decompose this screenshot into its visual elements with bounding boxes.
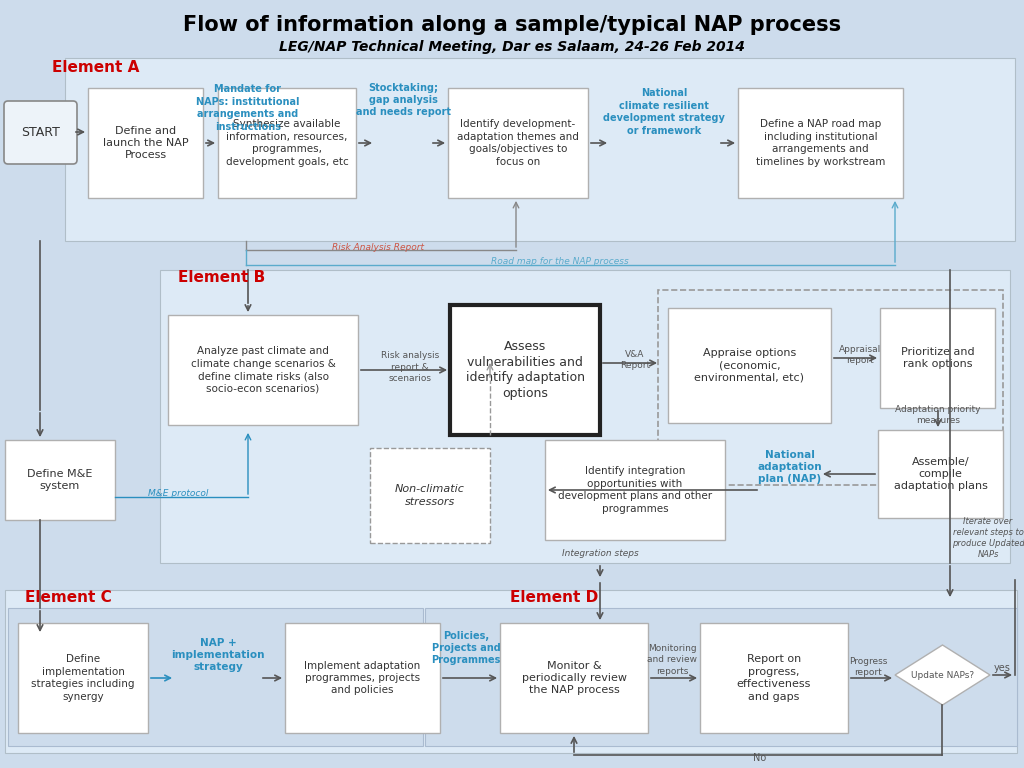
Text: Risk analysis
report &
scenarios: Risk analysis report & scenarios bbox=[381, 352, 439, 382]
FancyBboxPatch shape bbox=[738, 88, 903, 198]
Text: Monitor &
periodically review
the NAP process: Monitor & periodically review the NAP pr… bbox=[521, 660, 627, 695]
Text: Integration steps: Integration steps bbox=[561, 548, 638, 558]
FancyBboxPatch shape bbox=[5, 590, 1017, 753]
Text: Appraise options
(economic,
environmental, etc): Appraise options (economic, environmenta… bbox=[694, 348, 805, 383]
Text: Prioritize and
rank options: Prioritize and rank options bbox=[901, 347, 974, 369]
FancyBboxPatch shape bbox=[65, 58, 1015, 241]
FancyBboxPatch shape bbox=[4, 101, 77, 164]
Text: Analyze past climate and
climate change scenarios &
define climate risks (also
s: Analyze past climate and climate change … bbox=[190, 346, 336, 394]
Text: Define M&E
system: Define M&E system bbox=[28, 468, 93, 492]
Text: Element C: Element C bbox=[25, 591, 112, 605]
Text: Adaptation priority
measures: Adaptation priority measures bbox=[895, 405, 981, 425]
Text: No: No bbox=[754, 753, 767, 763]
Text: Assemble/
compile
adaptation plans: Assemble/ compile adaptation plans bbox=[894, 457, 987, 492]
Text: Monitoring
and review
reports: Monitoring and review reports bbox=[647, 644, 697, 676]
Polygon shape bbox=[895, 645, 990, 705]
Text: Element B: Element B bbox=[178, 270, 265, 286]
Text: V&A
Report: V&A Report bbox=[620, 350, 650, 370]
Text: National
climate resilient
development strategy
or framework: National climate resilient development s… bbox=[603, 88, 725, 136]
Text: M&E protocol: M&E protocol bbox=[147, 488, 208, 498]
Text: National
adaptation
plan (NAP): National adaptation plan (NAP) bbox=[758, 449, 822, 485]
FancyBboxPatch shape bbox=[545, 440, 725, 540]
FancyBboxPatch shape bbox=[168, 315, 358, 425]
FancyBboxPatch shape bbox=[218, 88, 356, 198]
FancyBboxPatch shape bbox=[878, 430, 1002, 518]
Text: Identify integration
opportunities with
development plans and other
programmes: Identify integration opportunities with … bbox=[558, 466, 712, 514]
Text: Risk Analysis Report: Risk Analysis Report bbox=[332, 243, 424, 251]
Text: Element D: Element D bbox=[510, 591, 598, 605]
Text: Define
implementation
strategies including
synergy: Define implementation strategies includi… bbox=[32, 654, 135, 702]
Text: Road map for the NAP process: Road map for the NAP process bbox=[492, 257, 629, 266]
FancyBboxPatch shape bbox=[668, 308, 831, 423]
FancyBboxPatch shape bbox=[449, 88, 588, 198]
Text: Mandate for
NAPs: institutional
arrangements and
instructions: Mandate for NAPs: institutional arrangem… bbox=[197, 84, 300, 131]
Text: START: START bbox=[22, 126, 60, 139]
FancyBboxPatch shape bbox=[285, 623, 440, 733]
Text: LEG/NAP Technical Meeting, Dar es Salaam, 24-26 Feb 2014: LEG/NAP Technical Meeting, Dar es Salaam… bbox=[280, 40, 744, 54]
Text: Appraisal
report: Appraisal report bbox=[839, 345, 881, 365]
Text: Identify development-
adaptation themes and
goals/objectives to
focus on: Identify development- adaptation themes … bbox=[457, 119, 579, 167]
FancyBboxPatch shape bbox=[500, 623, 648, 733]
FancyBboxPatch shape bbox=[880, 308, 995, 408]
Text: Policies,
Projects and
Programmes: Policies, Projects and Programmes bbox=[431, 631, 501, 665]
Text: Implement adaptation
programmes, projects
and policies: Implement adaptation programmes, project… bbox=[304, 660, 421, 695]
Text: NAP +
implementation
strategy: NAP + implementation strategy bbox=[171, 637, 265, 673]
Text: Define and
launch the NAP
Process: Define and launch the NAP Process bbox=[102, 126, 188, 161]
FancyBboxPatch shape bbox=[450, 305, 600, 435]
FancyBboxPatch shape bbox=[425, 608, 1017, 746]
FancyBboxPatch shape bbox=[160, 270, 1010, 563]
Text: Iterate over
relevant steps to
produce Updated
NAPs: Iterate over relevant steps to produce U… bbox=[951, 517, 1024, 559]
FancyBboxPatch shape bbox=[8, 608, 423, 746]
Text: Progress
report: Progress report bbox=[849, 657, 887, 677]
FancyBboxPatch shape bbox=[18, 623, 148, 733]
Text: Update NAPs?: Update NAPs? bbox=[911, 670, 974, 680]
FancyBboxPatch shape bbox=[370, 448, 490, 543]
Text: Synthesize available
information, resources,
programmes,
development goals, etc: Synthesize available information, resour… bbox=[225, 119, 348, 167]
Text: Non-climatic
stressors: Non-climatic stressors bbox=[395, 485, 465, 507]
Text: Element A: Element A bbox=[52, 59, 139, 74]
FancyBboxPatch shape bbox=[700, 623, 848, 733]
Text: Report on
progress,
effectiveness
and gaps: Report on progress, effectiveness and ga… bbox=[737, 654, 811, 702]
Text: Flow of information along a sample/typical NAP process: Flow of information along a sample/typic… bbox=[183, 15, 841, 35]
FancyBboxPatch shape bbox=[88, 88, 203, 198]
FancyBboxPatch shape bbox=[5, 440, 115, 520]
Text: Stocktaking;
gap analysis
and needs report: Stocktaking; gap analysis and needs repo… bbox=[355, 83, 451, 118]
Text: yes: yes bbox=[993, 663, 1011, 673]
Text: Assess
vulnerabilities and
identify adaptation
options: Assess vulnerabilities and identify adap… bbox=[466, 339, 585, 400]
Text: Define a NAP road map
including institutional
arrangements and
timelines by work: Define a NAP road map including institut… bbox=[756, 119, 885, 167]
